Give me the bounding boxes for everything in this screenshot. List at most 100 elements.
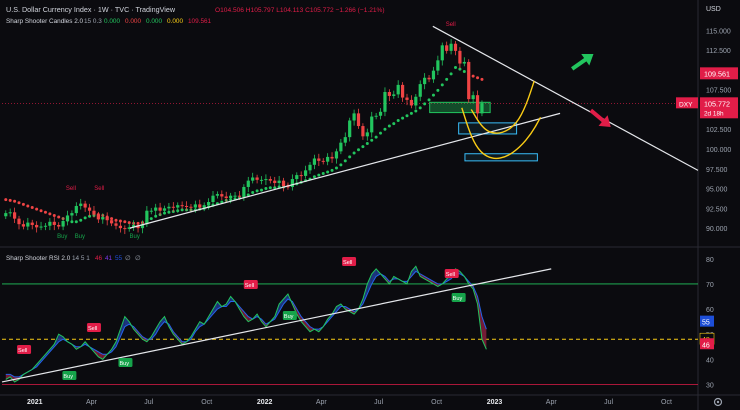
candle-body[interactable] [162,208,167,211]
candle-body[interactable] [268,179,272,181]
candle-body[interactable] [356,113,361,127]
candle-body[interactable] [176,205,180,208]
candle-body[interactable] [39,226,43,228]
candle-body[interactable] [4,213,8,217]
resistance-trendline[interactable] [432,25,699,171]
candle-body[interactable] [462,61,466,64]
candle-body[interactable] [427,77,431,80]
green-zone[interactable] [429,101,491,114]
candle-body[interactable] [158,207,162,211]
candle-body[interactable] [303,170,308,176]
candle-body[interactable] [374,115,378,117]
candle-body[interactable] [414,96,418,106]
candle-body[interactable] [264,179,268,181]
candle-body[interactable] [171,206,175,208]
candle-body[interactable] [400,84,405,98]
candle-body[interactable] [237,195,242,197]
candle-body[interactable] [475,95,480,114]
candle-body[interactable] [255,177,259,180]
candle-body[interactable] [215,194,220,196]
candle-body[interactable] [149,210,153,212]
candle-body[interactable] [383,92,387,112]
candle-body[interactable] [259,179,264,181]
candle-body[interactable] [193,204,197,208]
candle-body[interactable] [321,160,325,162]
candle-body[interactable] [312,158,317,165]
candle-body[interactable] [74,205,78,214]
candle-body[interactable] [52,221,56,225]
candle-body[interactable] [206,202,211,206]
candle-body[interactable] [65,215,70,222]
candle-body[interactable] [233,195,237,197]
candle-body[interactable] [281,180,286,187]
candle-body[interactable] [277,180,281,184]
candle-body[interactable] [70,213,74,216]
candle-body[interactable] [17,218,21,225]
candle-body[interactable] [423,77,427,85]
yellow-projection-path[interactable] [470,80,535,134]
support-trendline[interactable] [129,112,561,229]
candle-body[interactable] [167,206,171,209]
candle-body[interactable] [105,217,109,221]
candle-body[interactable] [61,221,65,227]
candle-body[interactable] [48,221,52,226]
candle-body[interactable] [449,43,453,51]
candle-body[interactable] [109,220,114,224]
candle-body[interactable] [299,175,303,177]
candle-body[interactable] [251,177,255,181]
candle-body[interactable] [352,113,356,121]
candle-body[interactable] [409,99,414,106]
candle-body[interactable] [392,94,396,96]
candle-body[interactable] [83,203,87,208]
candle-body[interactable] [101,217,105,220]
candle-body[interactable] [96,214,100,220]
candle-body[interactable] [114,223,118,226]
candle-body[interactable] [440,45,444,61]
candle-body[interactable] [471,95,475,100]
candle-body[interactable] [405,97,409,100]
candle-body[interactable] [246,180,250,187]
candle-body[interactable] [480,103,484,114]
candle-body[interactable] [436,60,440,71]
candle-body[interactable] [229,195,233,199]
candle-body[interactable] [79,203,83,206]
candle-body[interactable] [445,45,449,51]
candle-body[interactable] [431,70,436,80]
blue-zone-1[interactable] [458,122,518,135]
candle-body[interactable] [326,156,330,162]
candle-body[interactable] [35,224,39,228]
candle-body[interactable] [224,196,228,199]
candle-body[interactable] [140,224,145,229]
rsi-line[interactable] [5,265,487,383]
rsi-pane[interactable]: 304050607080SellBuySellBuySellBuySellSel… [1,257,715,390]
candle-body[interactable] [370,116,374,133]
candle-body[interactable] [290,179,294,187]
candle-body[interactable] [453,43,458,51]
rsi-signal-line[interactable] [5,270,487,378]
candle-body[interactable] [308,164,312,171]
candle-body[interactable] [127,227,131,229]
candle-body[interactable] [286,186,290,188]
candle-body[interactable] [92,210,96,215]
candle-body[interactable] [43,225,48,227]
candle-body[interactable] [334,151,339,159]
candle-body[interactable] [467,61,471,100]
candle-body[interactable] [330,156,334,159]
candle-body[interactable] [343,137,347,143]
candle-body[interactable] [339,142,343,152]
candle-body[interactable] [198,204,202,208]
candle-body[interactable] [202,205,206,208]
yellow-projection-path[interactable] [461,107,542,160]
candle-body[interactable] [295,175,299,180]
candle-body[interactable] [57,224,61,227]
candle-body[interactable] [184,205,189,207]
price-pane[interactable]: 90.000 92.500 95.000 97.500 100.000 102.500 10… [2,22,738,240]
candle-body[interactable] [30,222,34,225]
candle-body[interactable] [348,120,352,138]
candle-body[interactable] [458,50,462,64]
candle-body[interactable] [123,228,127,230]
candle-body[interactable] [378,111,383,116]
candle-body[interactable] [220,194,224,197]
candle-body[interactable] [189,206,193,208]
